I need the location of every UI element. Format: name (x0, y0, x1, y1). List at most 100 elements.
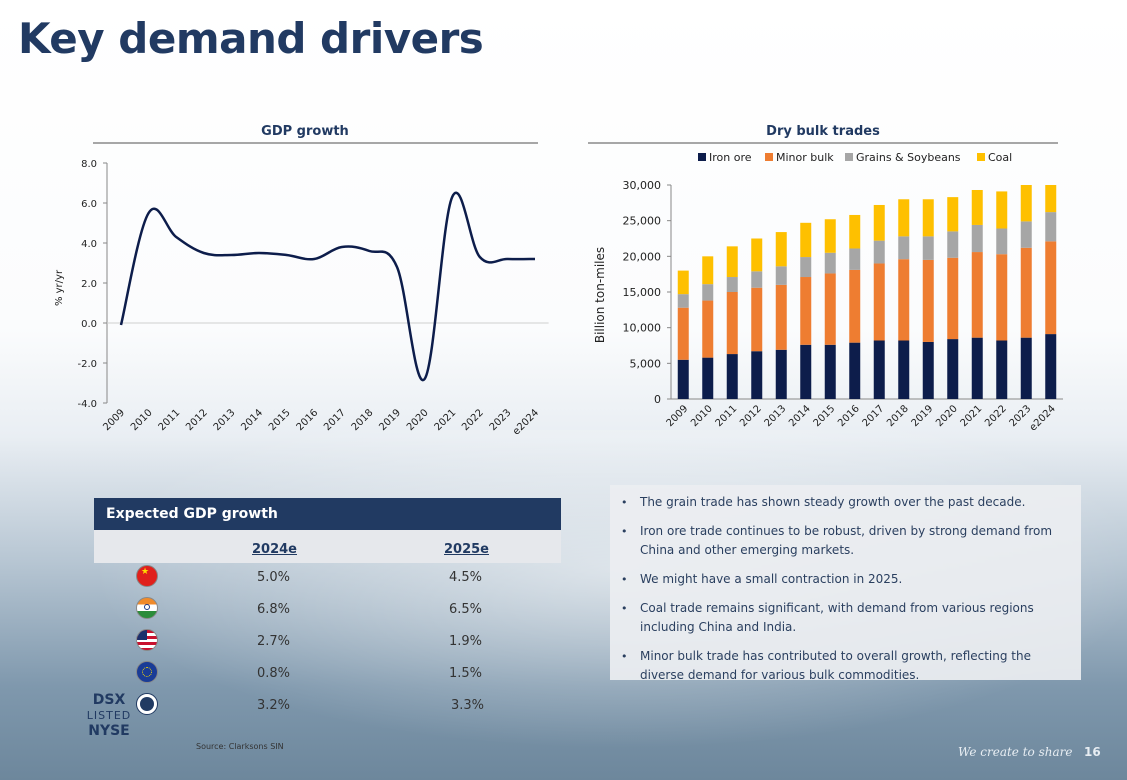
bar-minor-bulk (751, 287, 763, 352)
gdp-chart-title: GDP growth (261, 124, 349, 139)
bar-coal (898, 199, 910, 237)
bar-coal (751, 238, 763, 272)
expected-gdp-table: Expected GDP growth 2024e 2025e ★ 5.0% 4… (94, 498, 561, 723)
bar-grains-soybeans (898, 236, 910, 260)
bulk-x-tick-label: e2024 (1028, 403, 1058, 433)
gdp-series-line (119, 191, 536, 382)
gdp-y-tick-label: 4.0 (81, 239, 97, 250)
bulk-x-tick-label: 2014 (787, 403, 813, 429)
bulk-x-tick-label: 2013 (763, 403, 789, 429)
bar-coal (726, 246, 738, 278)
bar-grains-soybeans (1045, 212, 1057, 242)
bar-grains-soybeans (726, 277, 738, 292)
commentary-bullet: Iron ore trade continues to be robust, d… (621, 522, 1071, 560)
bar-grains-soybeans (824, 252, 836, 274)
bar-iron-ore (947, 339, 959, 399)
bar-iron-ore (726, 354, 738, 399)
gdp-x-tick-label: 2009 (101, 407, 127, 433)
page-title: Key demand drivers (18, 14, 484, 63)
bulk-x-tick-label: 2019 (910, 403, 936, 429)
gdp-y-tick-label: 2.0 (81, 279, 97, 290)
gdp-y-axis-label: % yr/yr (54, 269, 65, 306)
bar-coal (971, 189, 983, 225)
gdp-x-tick-label: 2020 (405, 407, 431, 433)
legend-swatch (765, 153, 773, 161)
bar-iron-ore (800, 344, 812, 399)
legend-swatch (698, 153, 706, 161)
bar-minor-bulk (849, 269, 861, 343)
bar-grains-soybeans (751, 271, 763, 288)
bar-minor-bulk (775, 284, 787, 350)
gdp-x-tick-label: 2011 (157, 407, 183, 433)
table-column-headers: 2024e 2025e (94, 530, 561, 563)
bulk-x-tick-label: 2021 (959, 403, 985, 429)
bar-coal (849, 214, 861, 249)
bar-iron-ore (996, 340, 1008, 399)
bar-grains-soybeans (677, 294, 689, 308)
gdp-y-tick-label: 8.0 (81, 159, 97, 170)
bar-coal (947, 197, 959, 232)
bar-minor-bulk (1045, 241, 1057, 335)
bar-coal (775, 232, 787, 267)
bar-minor-bulk (824, 273, 836, 345)
bulk-x-tick-label: 2017 (861, 403, 887, 429)
bar-iron-ore (873, 340, 885, 399)
bulk-x-tick-label: 2016 (836, 403, 862, 429)
dry-bulk-trades-chart: Dry bulk trades Billion ton-miles Iron o… (588, 124, 1063, 433)
bar-minor-bulk (898, 259, 910, 341)
legend-swatch (977, 153, 985, 161)
gdp-x-tick-label: 2022 (460, 407, 486, 433)
commentary-bullet: Minor bulk trade has contributed to over… (621, 647, 1071, 685)
commentary-bullet: We might have a small contraction in 202… (621, 570, 1071, 589)
bar-coal (922, 199, 934, 237)
row-value-2025e: 4.5% (449, 570, 483, 585)
page-number: 16 (1084, 745, 1101, 759)
logo-line-1: DSX (92, 692, 126, 708)
gdp-x-tick-label: 2023 (488, 407, 514, 433)
row-value-2024e: 0.8% (257, 666, 291, 681)
source-note: Source: Clarksons SIN (196, 742, 284, 751)
row-value-2024e: 6.8% (257, 602, 291, 617)
gdp-x-tick-label: 2021 (433, 407, 459, 433)
bulk-x-tick-label: 2022 (983, 403, 1009, 429)
bar-minor-bulk (971, 252, 983, 338)
table-row: 2.7% 1.9% (94, 627, 561, 659)
legend-label: Grains & Soybeans (856, 151, 961, 164)
bulk-y-tick-label: 30,000 (623, 179, 662, 192)
gdp-y-tick-label: -4.0 (77, 399, 97, 410)
bulk-x-tick-label: 2020 (934, 403, 960, 429)
legend-label: Coal (988, 151, 1012, 164)
bar-coal (702, 256, 714, 285)
gdp-x-tick-label: 2012 (184, 407, 210, 433)
bar-grains-soybeans (775, 266, 787, 285)
logo-line-3: NYSE (88, 723, 130, 739)
commentary-list: The grain trade has shown steady growth … (610, 485, 1081, 685)
gdp-x-tick-label: 2017 (322, 407, 348, 433)
row-value-2025e: 6.5% (449, 602, 483, 617)
china-flag-icon: ★ (136, 565, 158, 587)
bar-minor-bulk (996, 254, 1008, 341)
bar-grains-soybeans (800, 257, 812, 278)
gdp-x-tick-label: 2013 (212, 407, 238, 433)
bar-coal (824, 219, 836, 253)
bar-minor-bulk (800, 277, 812, 345)
bar-iron-ore (922, 341, 934, 399)
bar-iron-ore (824, 344, 836, 399)
bar-minor-bulk (922, 259, 934, 342)
bulk-x-tick-label: 2010 (689, 403, 715, 429)
bar-coal (873, 204, 885, 241)
bulk-x-tick-label: 2009 (665, 403, 691, 429)
commentary-box: The grain trade has shown steady growth … (610, 485, 1081, 682)
bar-minor-bulk (873, 263, 885, 341)
bar-coal (800, 222, 812, 258)
bar-iron-ore (775, 349, 787, 399)
col-2025e: 2025e (444, 542, 489, 557)
bar-grains-soybeans (873, 240, 885, 264)
logo-line-2: LISTED (86, 709, 132, 722)
table-row: 0.8% 1.5% (94, 659, 561, 691)
bulk-x-tick-label: 2015 (812, 403, 838, 429)
bulk-y-tick-label: 20,000 (623, 250, 662, 263)
row-value-2025e: 1.9% (449, 634, 483, 649)
gdp-y-tick-label: 6.0 (81, 199, 97, 210)
bar-coal (677, 270, 689, 295)
